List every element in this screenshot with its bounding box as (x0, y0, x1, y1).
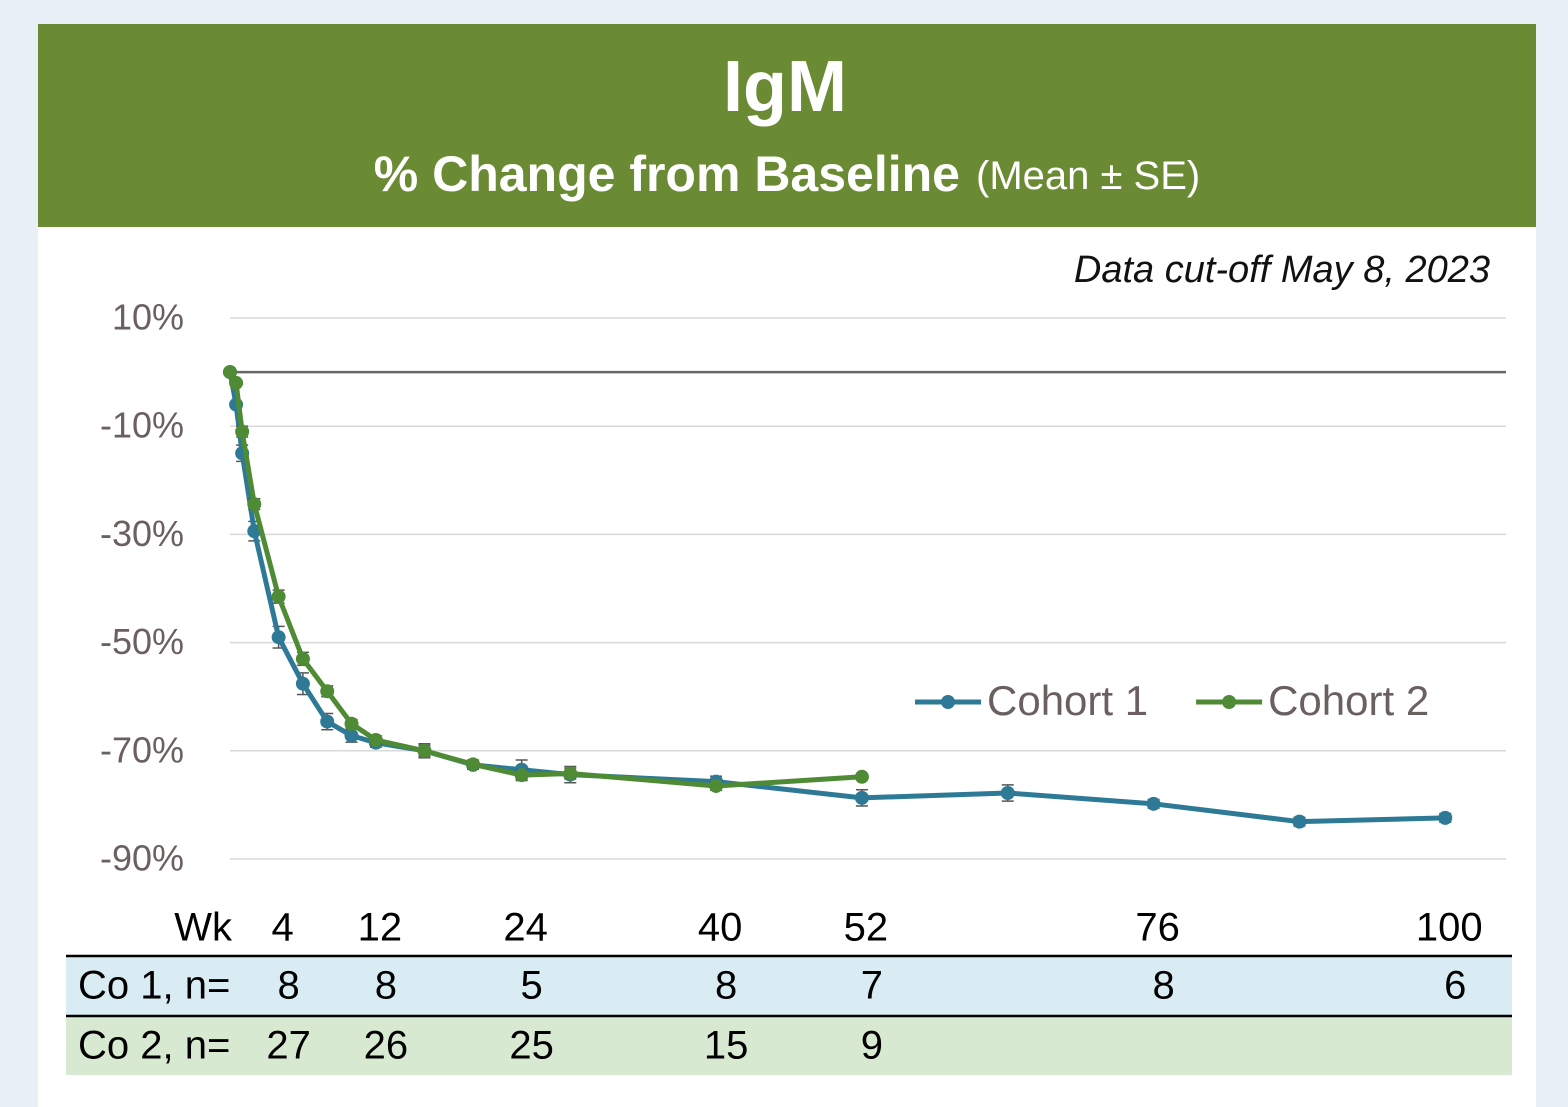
data-point (466, 757, 481, 772)
n-count: 8 (375, 964, 397, 1008)
data-point (1292, 814, 1307, 829)
n-count: 8 (715, 964, 737, 1008)
data-point (854, 790, 869, 805)
n-count: 7 (861, 964, 883, 1008)
chart-title: IgM (723, 47, 847, 127)
data-point (854, 769, 869, 784)
n-count: 15 (704, 1024, 749, 1068)
data-point (247, 524, 262, 539)
n-count: 8 (1152, 964, 1174, 1008)
data-point (295, 676, 310, 691)
data-point (235, 424, 250, 439)
y-tick-label: -70% (100, 729, 184, 770)
data-point (271, 630, 286, 645)
x-tick-label: 40 (698, 906, 743, 950)
x-tick-label: 52 (844, 906, 889, 950)
x-tick-label: 100 (1416, 906, 1483, 950)
n-count: 5 (521, 964, 543, 1008)
x-tick-label: 12 (358, 906, 403, 950)
x-tick-label: 24 (503, 906, 548, 950)
n-count: 9 (861, 1024, 883, 1068)
data-point (417, 743, 432, 758)
data-point (320, 714, 335, 729)
data-point (563, 766, 578, 781)
y-tick-label: -50% (100, 621, 184, 662)
data-point (709, 778, 724, 793)
row-band (66, 1017, 1512, 1075)
legend-marker (1222, 695, 1237, 709)
data-point (1000, 785, 1015, 800)
data-point (1146, 796, 1161, 811)
legend-label: Cohort 1 (987, 677, 1148, 724)
header-band (38, 24, 1536, 227)
data-point (320, 684, 335, 699)
x-tick-label: 4 (271, 906, 293, 950)
x-tick-label: 76 (1135, 906, 1180, 950)
y-tick-label: -10% (100, 405, 184, 446)
legend-marker (941, 695, 955, 709)
chart-subtitle: % Change from Baseline (Mean ± SE) (374, 146, 1201, 202)
subtitle-note: (Mean ± SE) (976, 154, 1200, 198)
y-tick-label: -90% (100, 838, 184, 879)
y-tick-label: 10% (112, 297, 184, 338)
row-label: Co 2, n= (78, 1024, 230, 1068)
data-point (223, 365, 237, 380)
n-count: 27 (266, 1024, 311, 1068)
data-point (295, 651, 310, 666)
row-band (66, 957, 1512, 1015)
n-count: 6 (1444, 964, 1466, 1008)
data-point (514, 768, 529, 783)
data-point (344, 728, 359, 743)
n-count: 26 (364, 1024, 409, 1068)
subtitle-main: % Change from Baseline (374, 146, 960, 202)
n-count: 25 (509, 1024, 554, 1068)
row-label: Co 1, n= (78, 964, 230, 1008)
legend-label: Cohort 2 (1268, 677, 1429, 724)
data-point (368, 732, 383, 747)
series (223, 365, 869, 793)
x-axis-label: Wk (174, 906, 233, 950)
data-point (247, 497, 262, 512)
data-point (271, 589, 286, 604)
n-count: 8 (277, 964, 299, 1008)
annotation: Data cut-off May 8, 2023 (1074, 249, 1490, 291)
y-tick-label: -30% (100, 513, 184, 554)
data-point (1438, 810, 1453, 825)
data-point (229, 375, 244, 390)
data-point (344, 716, 359, 731)
